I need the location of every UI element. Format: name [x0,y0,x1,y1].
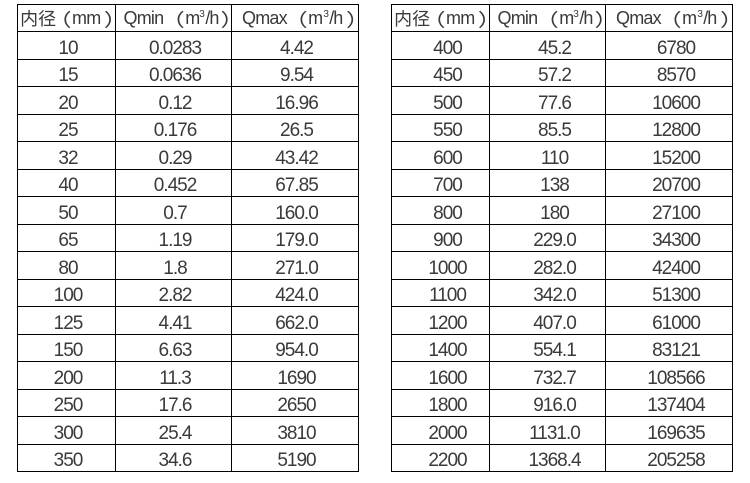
svg-text:m: m [559,8,573,28]
svg-text:3: 3 [697,9,703,20]
svg-text:Qmax: Qmax [242,8,288,28]
svg-text:m: m [308,8,322,28]
svg-text:/h: /h [329,8,342,28]
svg-text:Qmax: Qmax [616,8,662,28]
svg-text:Qmin: Qmin [498,8,538,28]
svg-text:m: m [682,8,696,28]
svg-text:/h: /h [579,8,592,28]
svg-text:3: 3 [199,9,205,20]
svg-text:3: 3 [323,9,329,20]
svg-text:/h: /h [703,8,716,28]
svg-text:mm: mm [446,8,474,28]
svg-text:/h: /h [205,8,218,28]
svg-text:mm: mm [72,8,100,28]
svg-text:3: 3 [573,9,579,20]
svg-text:m: m [185,8,199,28]
svg-text:Qmin: Qmin [124,8,164,28]
